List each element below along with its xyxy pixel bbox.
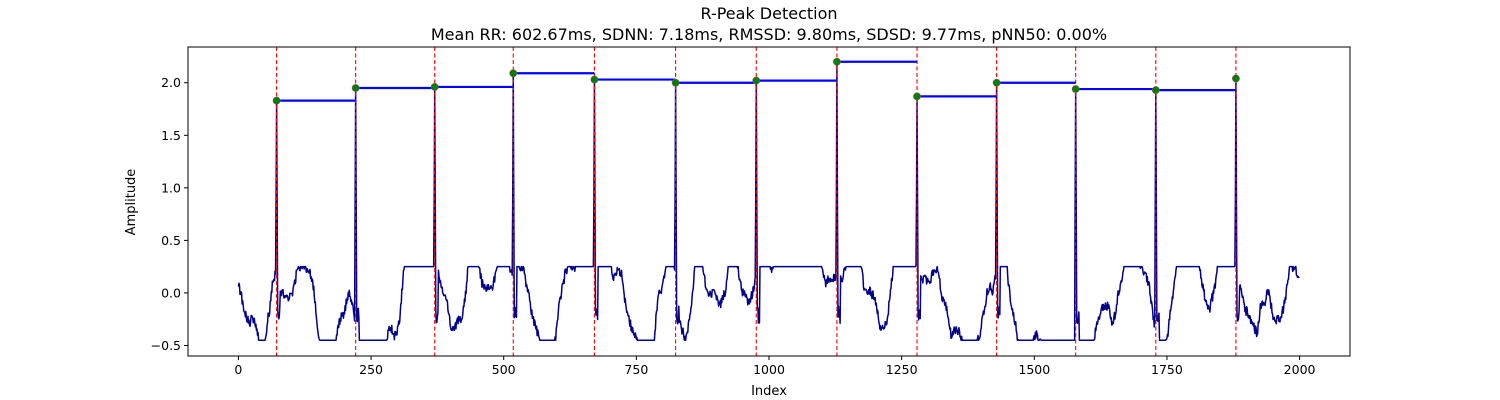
plot-area [237, 47, 1300, 356]
x-tick-label: 750 [624, 362, 648, 377]
y-tick-label: 2.0 [161, 75, 181, 90]
r-peak-marker [430, 83, 439, 91]
x-tick-label: 1000 [753, 362, 785, 377]
y-tick-label: −0.5 [151, 338, 181, 353]
r-peak-marker [590, 75, 599, 84]
r-peak-marker [913, 92, 921, 101]
r-peak-marker [1071, 85, 1080, 93]
y-tick-label: 0.5 [161, 233, 181, 248]
x-tick-label: 1500 [1018, 362, 1050, 377]
x-tick-label: 1250 [886, 362, 918, 377]
r-peak-marker [351, 84, 360, 92]
y-tick-label: 1.0 [161, 180, 181, 195]
x-tick-label: 1750 [1151, 362, 1183, 377]
y-axis-label: Amplitude [124, 169, 139, 236]
chart-title: R-Peak Detection [700, 4, 837, 23]
y-tick-label: 0.0 [161, 285, 181, 300]
r-peak-marker [752, 76, 761, 85]
ecg-signal-line [237, 60, 1300, 341]
x-tick-label: 2000 [1284, 362, 1316, 377]
r-peak-marker [833, 57, 841, 66]
x-axis: 0 250 500 750 1000 1250 1500 1750 2000 [234, 356, 1316, 377]
y-axis: −0.5 0.0 0.5 1.0 1.5 2.0 [151, 75, 188, 353]
r-peak-marker [992, 78, 1001, 87]
r-peak-marker [509, 69, 518, 78]
r-peak-marker [1232, 74, 1240, 83]
x-tick-label: 250 [359, 362, 383, 377]
plot-frame [187, 46, 1351, 357]
x-tick-label: 500 [492, 362, 516, 377]
r-peak-marker [671, 78, 680, 87]
x-axis-label: Index [751, 384, 787, 399]
r-peak-marker [1151, 86, 1160, 94]
chart-subtitle: Mean RR: 602.67ms, SDNN: 7.18ms, RMSSD: … [431, 25, 1107, 44]
y-tick-label: 1.5 [161, 128, 181, 143]
x-tick-label: 0 [234, 362, 242, 377]
r-peak-marker [272, 96, 281, 105]
